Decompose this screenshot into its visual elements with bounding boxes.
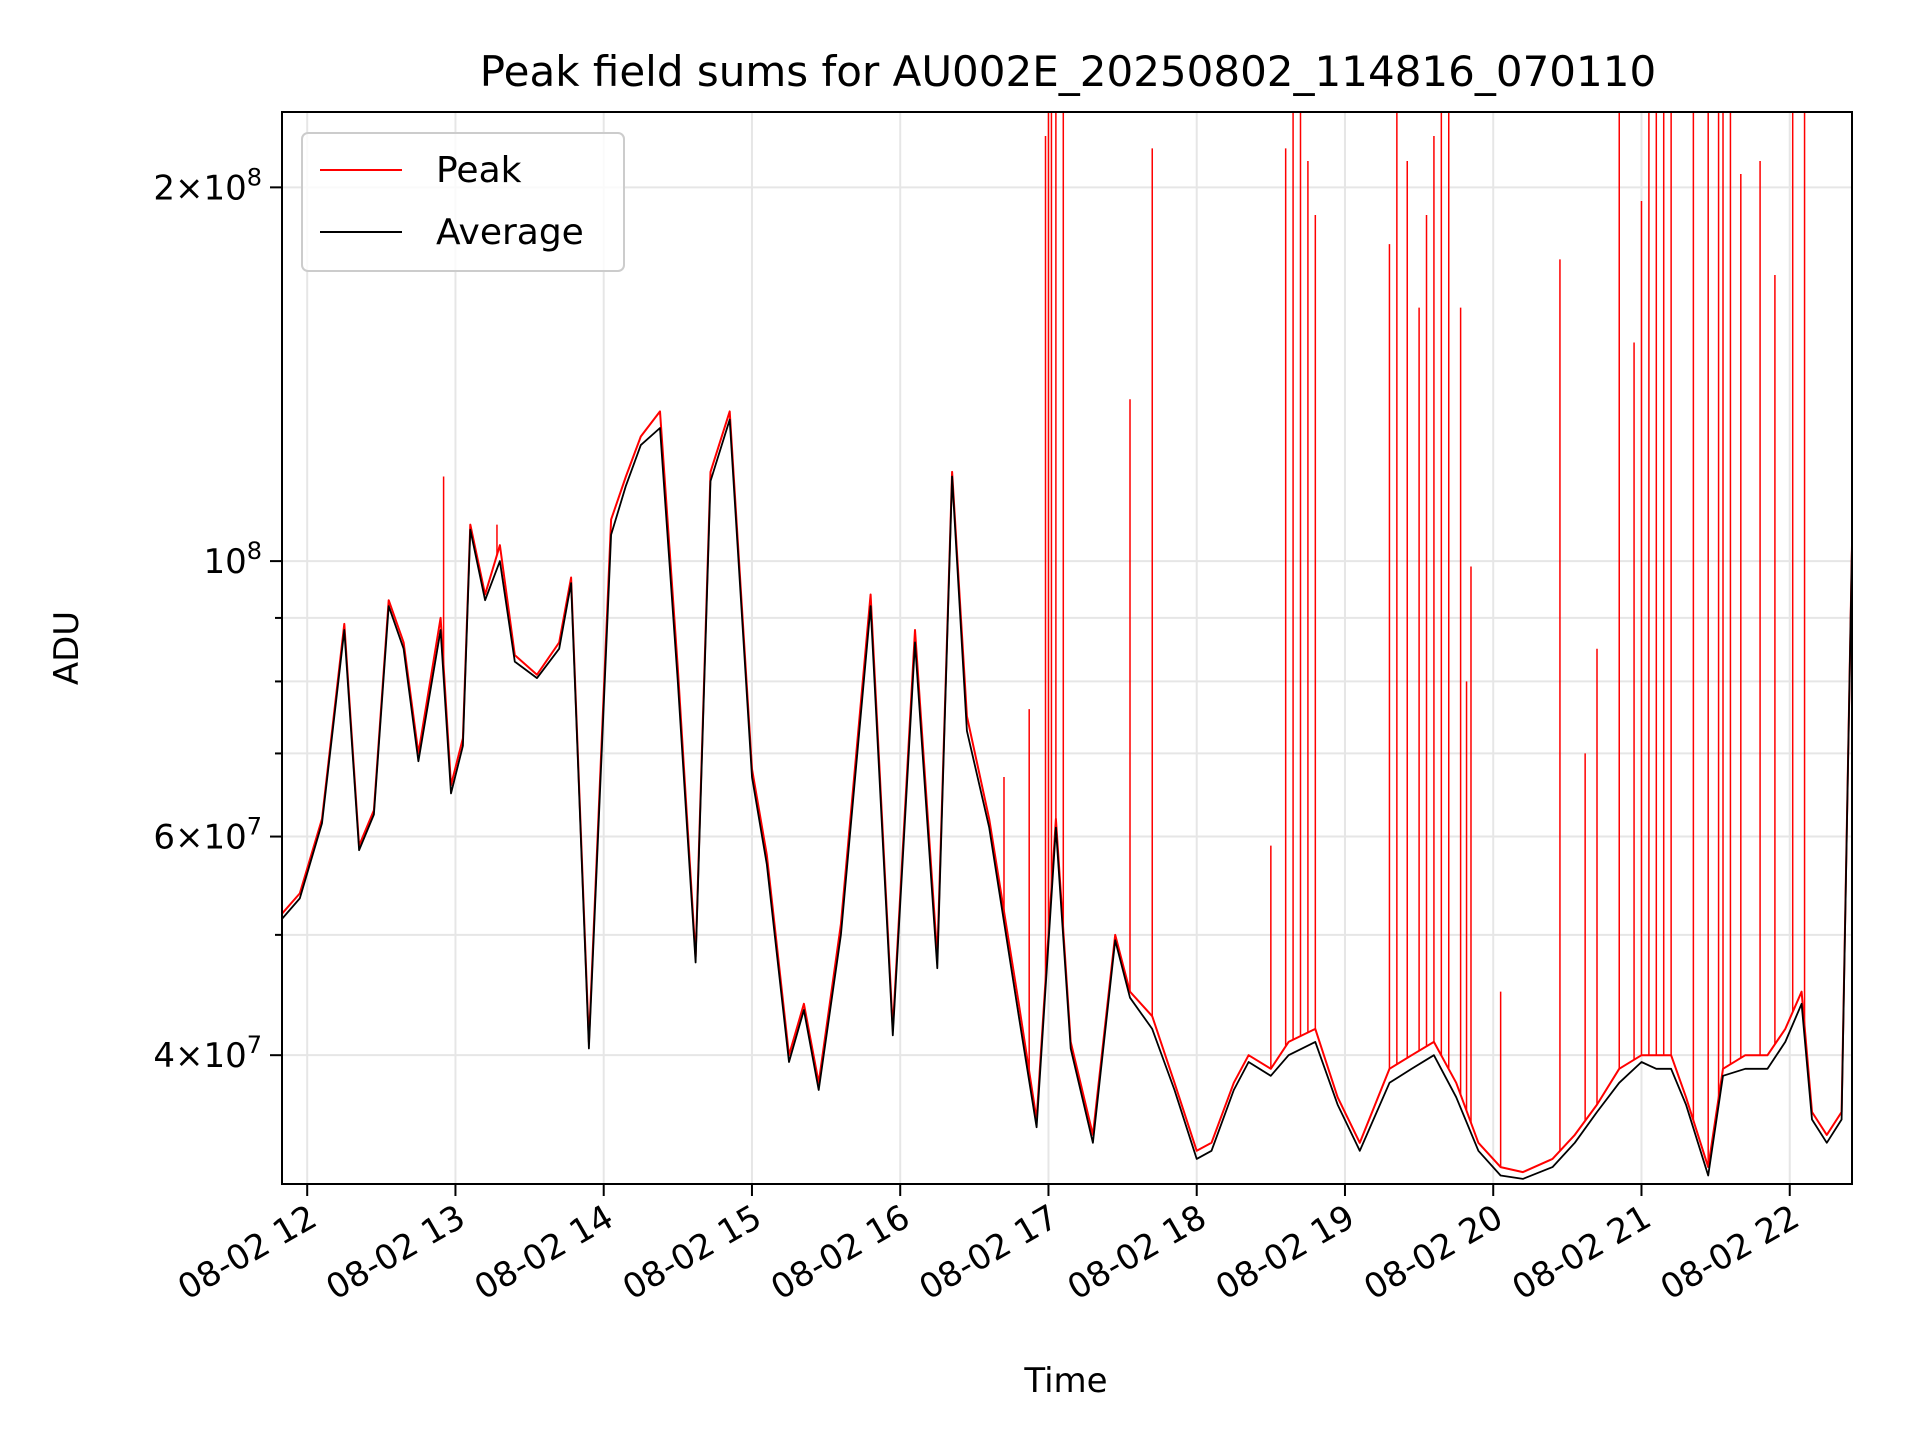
legend: Peak Average — [301, 132, 625, 272]
series-line-peak — [282, 410, 1852, 1174]
y-tick-label: 108 — [203, 537, 262, 582]
legend-label-peak: Peak — [436, 150, 522, 191]
plot-area — [282, 112, 1852, 1180]
y-axis-label: ADU — [47, 611, 87, 685]
legend-label-average: Average — [436, 212, 584, 253]
x-axis-label: Time — [1023, 1361, 1107, 1401]
legend-box — [301, 132, 625, 272]
y-tick-label: 2×108 — [153, 163, 262, 208]
axes-frame — [281, 111, 1853, 1185]
y-tick-label: 4×107 — [153, 1031, 262, 1076]
y-tick-label: 6×107 — [153, 813, 262, 858]
y-axis-ticks: 2×108 108 6×107 4×107 — [153, 163, 282, 1076]
series-line-average — [282, 418, 1852, 1180]
chart-title: Peak field sums for AU002E_20250802_1148… — [480, 47, 1656, 96]
